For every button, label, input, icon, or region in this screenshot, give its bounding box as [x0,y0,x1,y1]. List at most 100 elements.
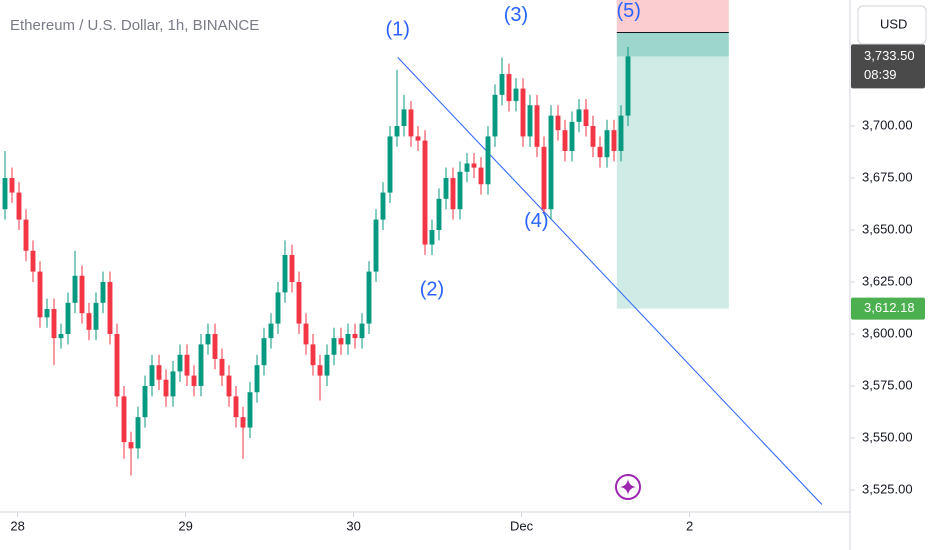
candle-body [219,358,225,376]
candle-body [366,271,372,324]
candle-body [506,74,512,102]
candle-body [415,136,421,141]
candle-body [576,109,582,122]
candle-body [135,417,141,449]
candle-body [128,442,134,449]
candle-body [324,354,330,376]
candle-body [443,178,449,199]
stop-zone [616,0,729,33]
candle-body [436,198,442,231]
candle-body [541,146,547,210]
candle-body [163,379,169,397]
candle-body [86,313,92,330]
wave-label: (2) [420,279,444,301]
candle-body [107,281,113,334]
trendline [397,57,823,505]
candle-body [254,365,260,393]
icon-star [620,479,636,495]
candle-body [464,163,470,172]
icon-ring [615,474,641,500]
x-tick-label: 29 [178,518,192,533]
candle-body [198,344,204,386]
candle-body [261,338,267,366]
wave-label: (4) [524,210,548,232]
candle-body [282,254,288,293]
candle-body [72,275,78,303]
y-tick-label: 3,625.00 [862,273,913,288]
candle-body [310,344,316,366]
candle-body [149,365,155,386]
wave-label: (3) [504,4,528,26]
candle-body [9,178,15,193]
candle-body [184,354,190,376]
wave-label: (5) [616,0,640,22]
last-price-box [851,44,925,89]
candle-body [457,171,463,210]
candle-body [177,354,183,372]
currency-box [857,5,927,45]
open-profit-zone [616,32,729,57]
candle-body [37,271,43,318]
candle-body [23,219,29,251]
y-tick-label: 3,600.00 [862,325,913,340]
candle-body [401,109,407,127]
candle-body [387,136,393,193]
x-tick-label: 30 [346,518,360,533]
candle-body [345,333,351,345]
y-tick-label: 3,525.00 [862,481,913,496]
candle-body [590,126,596,147]
candle-body [352,333,358,339]
y-tick-label: 3,700.00 [862,117,913,132]
candle-body [331,338,337,355]
candle-body [58,333,64,339]
target-price-label: 3,612.18 [864,300,915,315]
candle-body [338,338,344,345]
candle-body [611,130,617,151]
candle-body [534,105,540,147]
candle-body [359,323,365,339]
candle-body [548,115,554,210]
candle-body [247,392,253,428]
chart-title: Ethereum / U.S. Dollar, 1h, BINANCE [10,17,259,34]
candle-body [513,88,519,102]
candle-body [142,385,148,418]
candle-body [555,115,561,131]
candle-body [499,74,505,95]
candle-body [380,192,386,220]
y-tick-label: 3,675.00 [862,169,913,184]
candle-body [597,146,603,158]
y-tick-label: 3,575.00 [862,377,913,392]
candle-body [275,292,281,324]
candle-body [618,115,624,151]
candle-body [520,88,526,137]
wave-label: (1) [385,19,409,41]
candle-body [394,126,400,137]
candle-body [51,309,57,339]
candle-body [156,365,162,380]
currency-button[interactable]: USD [857,5,927,45]
candle-body [492,94,498,137]
candle-body [30,250,36,272]
candle-body [44,309,50,318]
target-zone [616,32,729,309]
candle-body [485,136,491,185]
candle-body [212,333,218,359]
x-tick-label: Dec [510,518,534,533]
candle-body [240,417,246,428]
currency-label: USD [880,16,907,31]
x-tick-label: 28 [10,518,24,533]
candle-body [226,375,232,397]
candle-body [422,140,428,245]
target-price-box [851,297,925,320]
candle-body [478,167,484,185]
marks: 3,525.00 3,550.00 3,575.00 3,600.00 3,625.00… [2,0,925,533]
y-tick-label: 3,550.00 [862,429,913,444]
candle-body [191,375,197,386]
candle-body [317,365,323,376]
assistant-icon[interactable] [615,474,641,500]
candle-body [93,302,99,330]
candle-body [527,105,533,137]
candle-body [373,219,379,272]
